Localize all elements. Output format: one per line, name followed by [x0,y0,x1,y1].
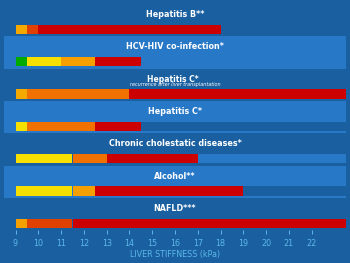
Bar [95,122,141,131]
Text: Chronic cholestatic diseases*: Chronic cholestatic diseases* [108,139,241,148]
Bar [15,25,27,34]
Bar [4,198,346,230]
Bar [198,154,346,163]
Bar [15,219,27,228]
Bar [4,133,346,166]
Bar [72,219,346,228]
Bar [4,101,346,133]
Bar [72,186,95,195]
Bar [15,122,27,131]
Text: Hepatitis C*: Hepatitis C* [148,107,202,116]
Bar [95,186,243,195]
Bar [72,154,107,163]
Text: Hepatitis C*: Hepatitis C* [147,75,203,84]
Bar [243,186,346,195]
Bar [15,89,27,99]
Bar [15,186,72,195]
Bar [130,89,346,99]
Bar [27,25,38,34]
Text: recurrence after liver transplantation: recurrence after liver transplantation [130,82,220,87]
Bar [4,37,346,69]
Bar [4,166,346,198]
Bar [95,57,141,66]
Bar [141,122,346,131]
Text: NAFLD***: NAFLD*** [154,204,196,213]
Bar [27,122,95,131]
Bar [27,219,72,228]
Text: Hepatitis B**: Hepatitis B** [146,10,204,19]
X-axis label: LIVER STIFFNESS (kPa): LIVER STIFFNESS (kPa) [130,250,220,259]
Text: Alcohol**: Alcohol** [154,172,196,181]
Bar [27,89,130,99]
Bar [4,69,346,101]
Bar [61,57,95,66]
Bar [38,25,220,34]
Bar [15,57,27,66]
Bar [15,154,72,163]
Bar [141,57,346,66]
Bar [107,154,198,163]
Bar [4,4,346,37]
Bar [220,25,346,34]
Bar [27,57,61,66]
Text: HCV-HIV co-infection*: HCV-HIV co-infection* [126,42,224,51]
